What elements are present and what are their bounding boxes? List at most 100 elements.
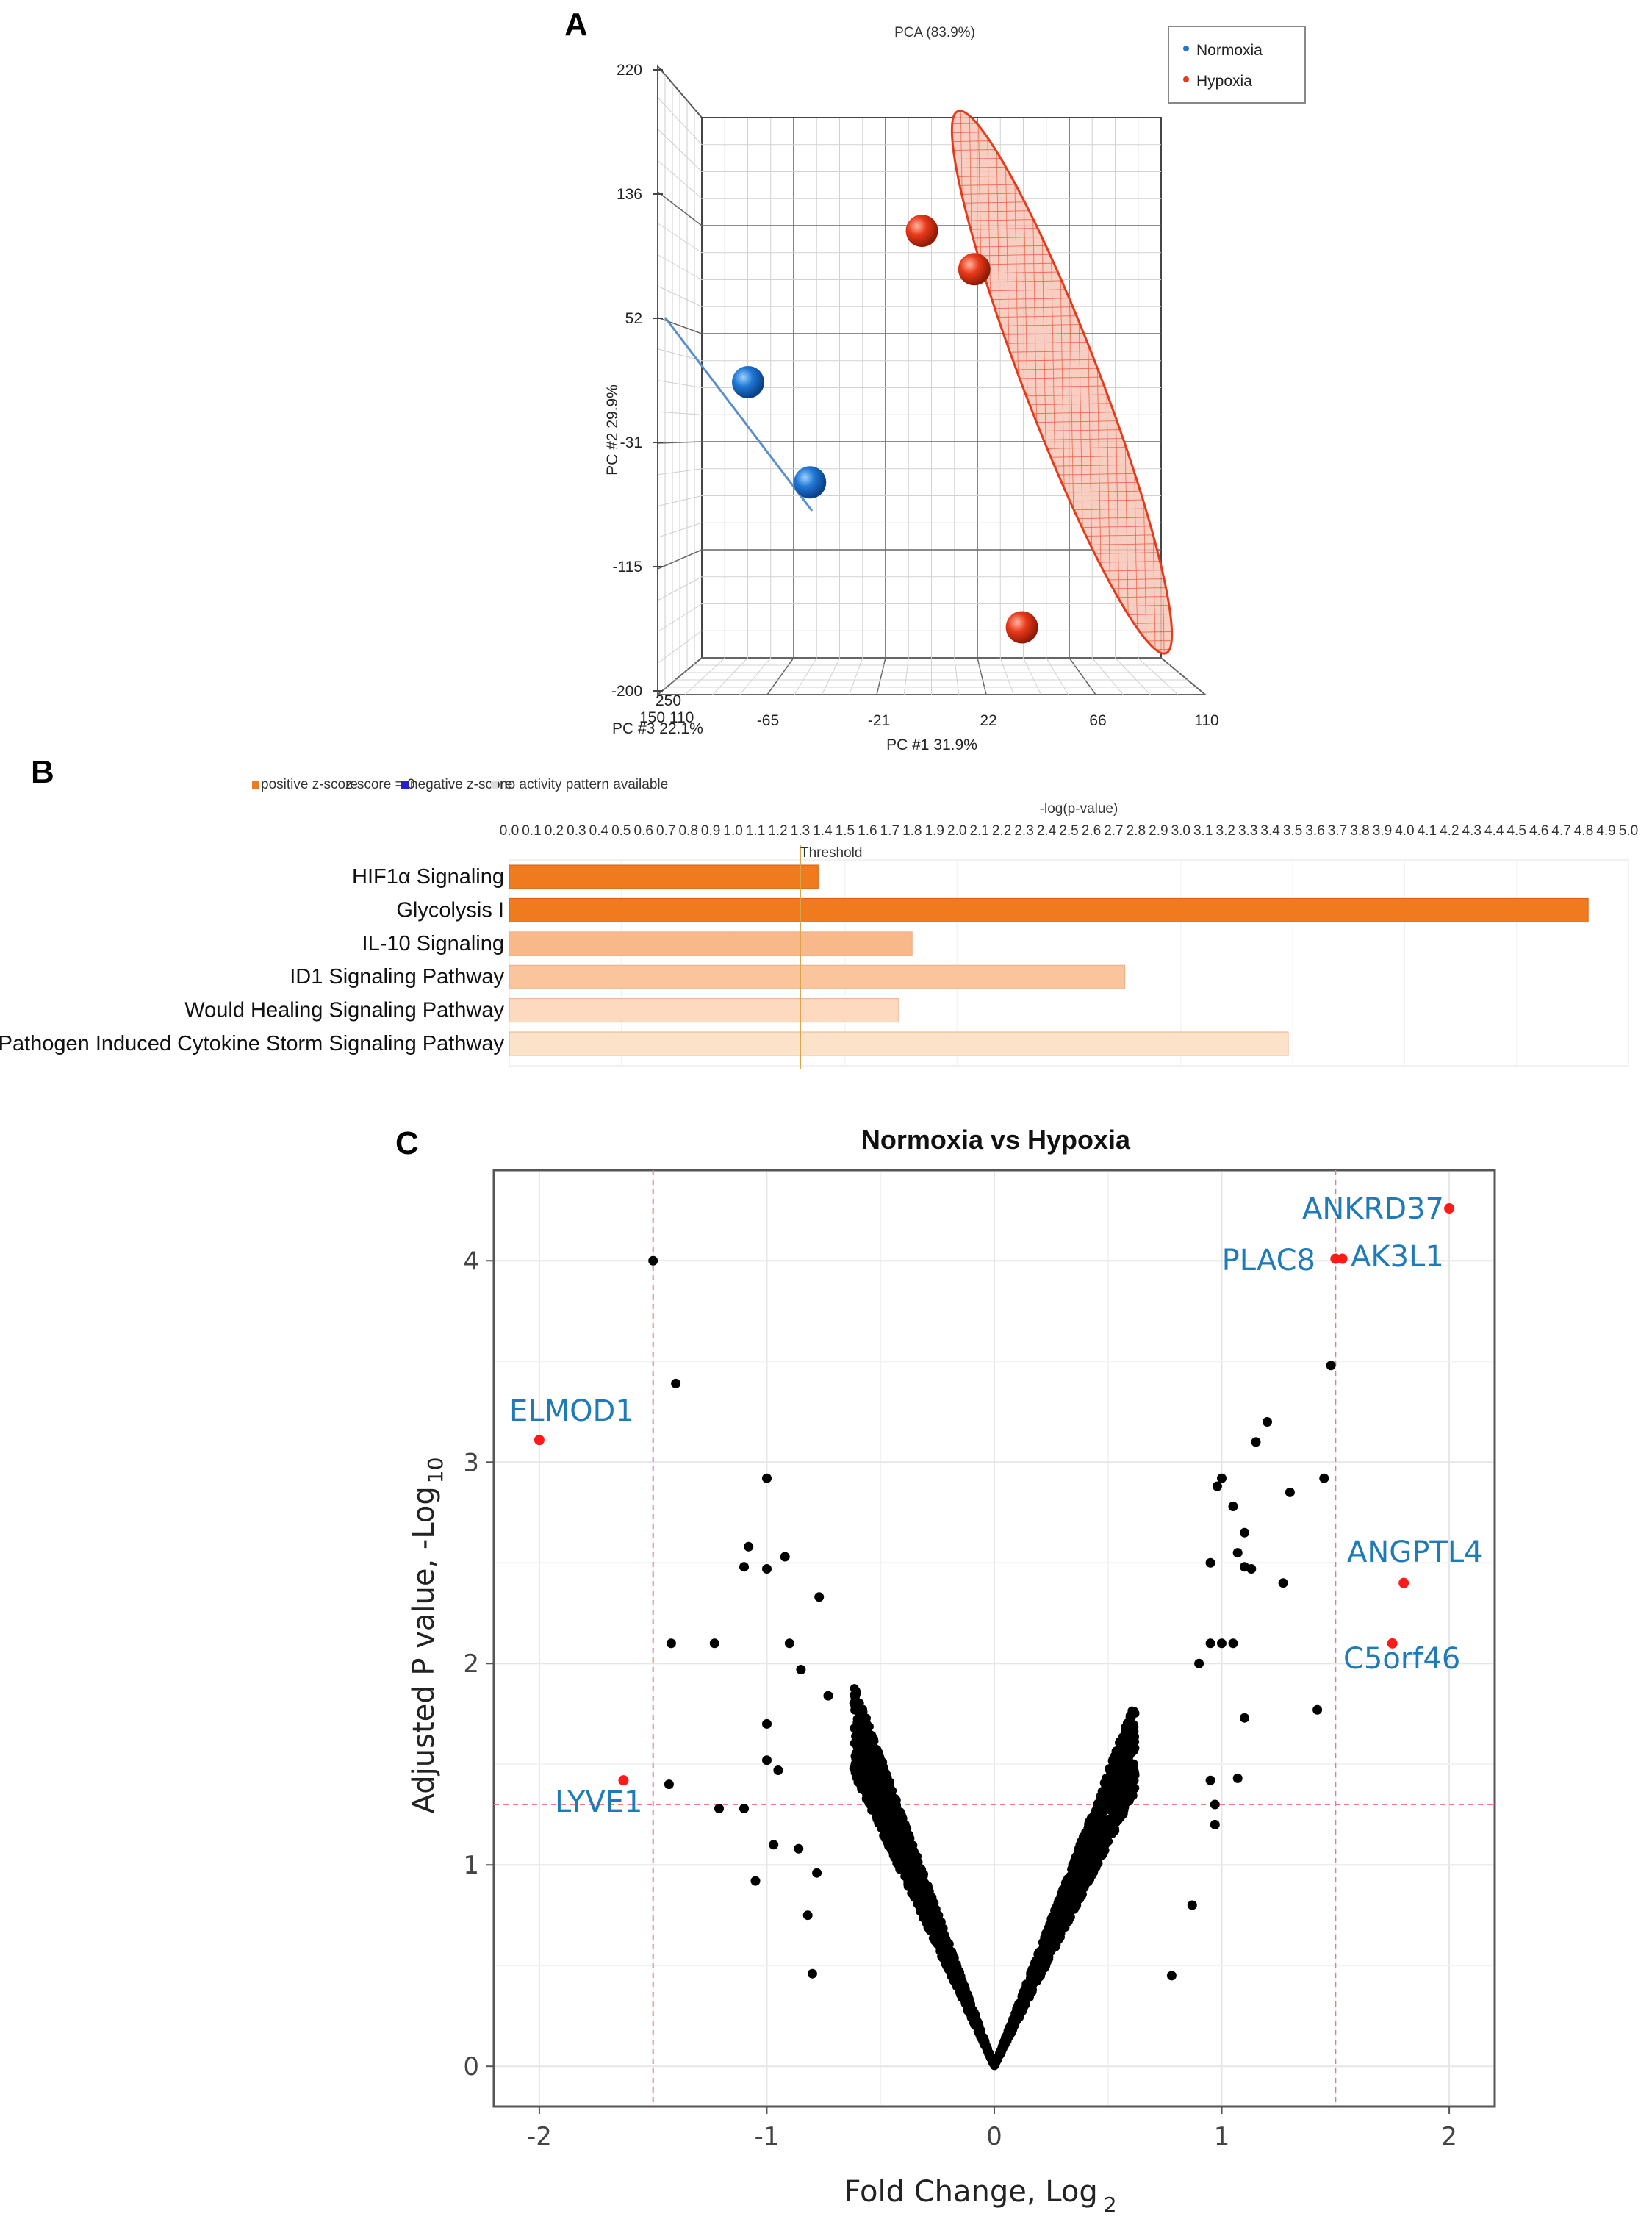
volcano-y-tick: 0 [463, 2052, 479, 2082]
bar-tick: 2.4 [1037, 823, 1057, 839]
pca-points [732, 215, 1038, 644]
pca-y-tick: 52 [625, 310, 642, 327]
gene-point [1240, 1527, 1249, 1538]
bar-xlabel: -log(p-value) [1040, 801, 1118, 817]
gene-point [904, 1830, 913, 1839]
bar-tick: 0.5 [611, 823, 631, 839]
volcano-highlighted: ANKRD37 PLAC8 AK3L1 ELMOD1 ANGPTL4 C5orf46 LYV… [509, 1192, 1483, 1819]
gene-point [851, 1768, 861, 1778]
gene-point [966, 2001, 976, 2011]
bar-tick: 3.3 [1238, 823, 1257, 839]
gene-point [1091, 1809, 1101, 1818]
gene-point [1010, 2018, 1019, 2028]
bar-tick: 4.7 [1551, 823, 1570, 839]
gene-point [1106, 1806, 1116, 1815]
gene-point [1232, 1548, 1243, 1558]
gene-point [1126, 1775, 1135, 1785]
gene-point [914, 1867, 924, 1876]
gene-point [863, 1722, 872, 1732]
pathway-bar [509, 931, 913, 956]
gene-point [1050, 1906, 1060, 1915]
gene-point [671, 1378, 681, 1388]
gene-label: LYVE1 [555, 1785, 643, 1819]
gene-point [1048, 1931, 1057, 1940]
highlight-point [1444, 1203, 1455, 1214]
gene-point [1205, 1557, 1215, 1568]
gene-point [1028, 1969, 1038, 1979]
volcano-x-tick: 1 [1214, 2122, 1230, 2151]
pathway-bar [509, 964, 1126, 989]
hypoxia-point [1005, 611, 1038, 644]
pca-y-tick: -115 [613, 559, 642, 576]
gene-point [1084, 1877, 1093, 1887]
gene-point [1166, 1971, 1177, 1981]
gene-point [1205, 1775, 1215, 1785]
gene-point [924, 1885, 933, 1894]
gene-point [1103, 1791, 1113, 1801]
bar-tick: 2.5 [1059, 823, 1078, 839]
pca-ticks: 220 136 52 -31 -115 -200 -65 -21 22 66 110 [611, 62, 1219, 729]
pca-x-tick: 22 [980, 712, 996, 729]
bar-tick: 3.5 [1283, 823, 1302, 839]
gene-point [869, 1734, 878, 1743]
gene-point [853, 1727, 863, 1737]
gene-point [902, 1871, 911, 1880]
volcano-y-tick: 1 [463, 1851, 479, 1880]
bar-tick: 1.2 [768, 823, 787, 839]
bar-tick: 3.4 [1260, 823, 1280, 839]
gene-label: PLAC8 [1222, 1244, 1315, 1277]
gene-point [750, 1876, 761, 1886]
pca-x-tick: -21 [868, 712, 890, 729]
bar-tick: 0.4 [589, 823, 609, 839]
gene-point [648, 1255, 658, 1266]
gene-point [812, 1868, 822, 1878]
gene-point [739, 1562, 749, 1572]
pca-y-tick: 220 [617, 62, 642, 79]
panel-a: A PCA (83.9%) [564, 7, 1306, 753]
volcano-x-tick: -1 [755, 2122, 780, 2151]
bar-tick: 4.1 [1418, 823, 1437, 839]
gene-point [855, 1746, 865, 1755]
gene-point [1312, 1704, 1323, 1715]
gene-point [1073, 1888, 1082, 1898]
gene-point [1018, 1998, 1027, 2008]
gene-point [891, 1806, 901, 1815]
bar-tick: 1.3 [791, 823, 810, 839]
bar-axis: 0.0 0.1 0.2 0.3 0.4 0.5 0.6 0.7 0.8 0.9 1.0 1.1 1.2 1… [500, 823, 1638, 839]
gene-point [1113, 1808, 1123, 1818]
legend-hypoxia: Hypoxia [1196, 73, 1252, 90]
gene-point [884, 1830, 894, 1840]
bar-tick: 1.6 [858, 823, 877, 839]
volcano-x-tick: 2 [1441, 2122, 1457, 2151]
gene-point [796, 1665, 806, 1674]
gene-point [1217, 1473, 1227, 1483]
gene-point [1012, 2006, 1021, 2015]
bar-tick: 2.0 [947, 823, 966, 839]
gene-point [1232, 1773, 1243, 1783]
gene-point [937, 1923, 947, 1932]
bar-tick: 1.9 [925, 823, 944, 839]
gene-point [991, 2059, 1000, 2068]
gene-point [850, 1702, 860, 1711]
gene-point [1111, 1763, 1121, 1772]
legend-none: no activity pattern available [500, 777, 668, 792]
pca-x-tick: 66 [1089, 712, 1106, 729]
bar-tick: 4.5 [1506, 823, 1526, 839]
gene-point [1092, 1857, 1102, 1867]
gene-point [784, 1638, 794, 1649]
gene-point [1187, 1900, 1197, 1910]
gene-point [952, 1960, 961, 1969]
gene-point [1070, 1882, 1080, 1891]
legend-normoxia: Normoxia [1196, 42, 1263, 59]
gene-point [888, 1814, 897, 1824]
gene-point [1049, 1923, 1059, 1932]
bar-tick: 2.2 [992, 823, 1011, 839]
pca-x-tick: -65 [757, 712, 779, 729]
gene-label: ANGPTL4 [1347, 1535, 1483, 1569]
gene-point [884, 1779, 894, 1789]
gene-point [1210, 1819, 1220, 1829]
gene-point [899, 1818, 908, 1827]
gene-point [876, 1810, 886, 1820]
gene-point [1129, 1746, 1138, 1755]
bar-tick: 4.2 [1440, 823, 1459, 839]
